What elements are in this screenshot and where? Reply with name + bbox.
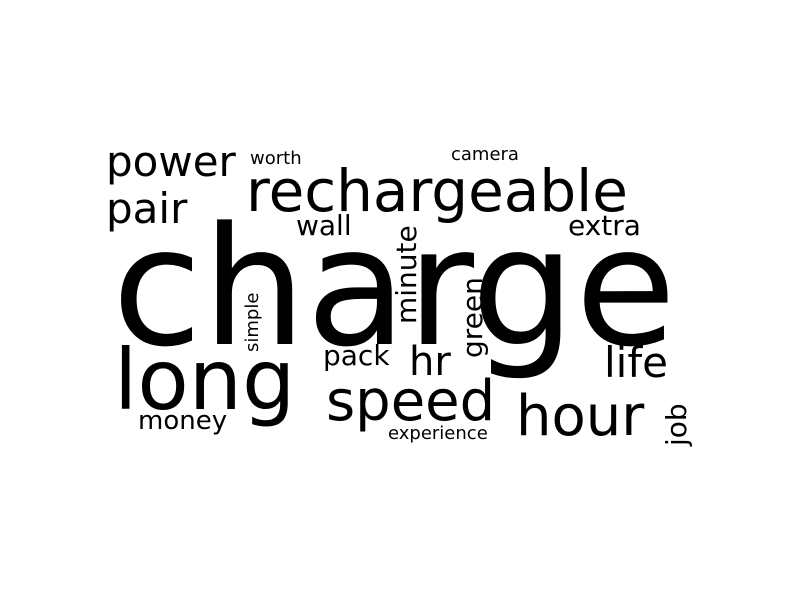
word-camera: camera: [451, 144, 519, 165]
word-green: green: [456, 277, 489, 358]
word-simple: simple: [242, 292, 263, 352]
word-long: long: [114, 331, 296, 429]
word-pack: pack: [323, 339, 390, 372]
word-hr: hr: [409, 339, 451, 385]
word-rechargeable: rechargeable: [246, 157, 628, 225]
word-wall: wall: [296, 209, 352, 242]
word-money: money: [138, 406, 228, 436]
word-minute: minute: [390, 225, 423, 324]
word-hour: hour: [516, 384, 645, 449]
word-extra: extra: [568, 209, 641, 242]
word-speed: speed: [326, 369, 496, 434]
word-pair: pair: [106, 184, 188, 233]
word-experience: experience: [388, 423, 488, 444]
word-charge: charge: [112, 192, 677, 383]
word-worth: worth: [250, 148, 302, 169]
word-job: job: [660, 403, 693, 446]
word-power: power: [106, 137, 236, 186]
word-life: life: [604, 338, 668, 387]
